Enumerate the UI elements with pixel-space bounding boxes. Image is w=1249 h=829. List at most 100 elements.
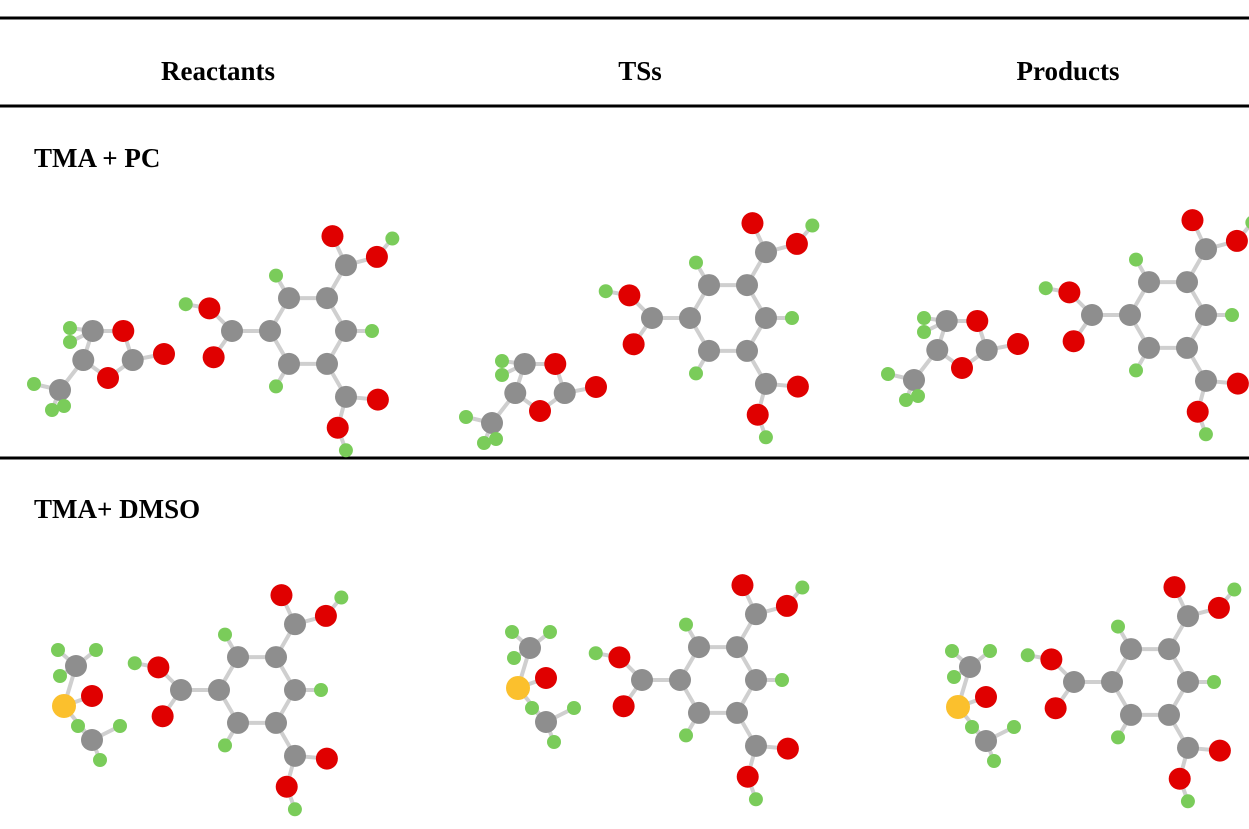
atom [917,311,931,325]
atom [477,436,491,450]
atom [1195,304,1217,326]
atom [1195,370,1217,392]
atom [881,367,895,381]
atom [49,379,71,401]
atom [489,432,503,446]
atom [966,310,988,332]
atom [777,738,799,760]
atom [81,685,103,707]
atom [335,254,357,276]
atom [1063,330,1085,352]
atom [1101,671,1123,693]
atom [481,412,503,434]
atom [1209,740,1231,762]
atom [321,225,343,247]
atom [983,644,997,658]
atom [554,382,576,404]
atom [759,430,773,444]
atom [495,368,509,382]
atom [203,346,225,368]
atom [152,705,174,727]
atom [641,307,663,329]
atom [1163,576,1185,598]
atom [288,802,302,816]
atom [787,376,809,398]
atom [72,349,94,371]
atom [1040,648,1062,670]
atom [1021,648,1035,662]
atom [278,287,300,309]
atom [221,320,243,342]
atom [959,656,981,678]
atom [367,389,389,411]
atom [926,339,948,361]
atom [1081,304,1103,326]
atom [631,669,653,691]
atom [365,324,379,338]
atom [269,269,283,283]
atom [314,683,328,697]
atom [745,735,767,757]
atom [1181,794,1195,808]
atom [618,284,640,306]
atom [731,574,753,596]
atom [975,730,997,752]
atom [1120,638,1142,660]
atom [316,748,338,770]
atom [147,656,169,678]
row-label: TMA + PC [34,143,160,173]
atom [535,667,557,689]
atom [1208,597,1230,619]
atom [688,702,710,724]
atom [65,655,87,677]
atom [227,712,249,734]
atom [726,636,748,658]
atom [507,651,521,665]
atom [97,367,119,389]
atom [544,353,566,375]
atom [334,591,348,605]
atom [128,656,142,670]
atom [315,605,337,627]
atom [1129,253,1143,267]
atom [965,720,979,734]
atom [567,701,581,715]
atom [506,676,530,700]
atom [1138,271,1160,293]
atom [227,646,249,668]
atom [917,325,931,339]
atom [269,379,283,393]
atom [284,745,306,767]
atom [53,669,67,683]
atom [589,646,603,660]
atom [623,333,645,355]
atom [1195,238,1217,260]
atom [265,712,287,734]
atom [795,581,809,595]
atom [1120,704,1142,726]
molecule [27,320,175,417]
atom [786,233,808,255]
atom [745,669,767,691]
atom [259,320,281,342]
molecule [945,644,1021,768]
atom [339,443,353,457]
atom [63,335,77,349]
atom [81,729,103,751]
atom [899,393,913,407]
atom [745,603,767,625]
atom [529,400,551,422]
atom [755,307,777,329]
atom [976,339,998,361]
atom [1187,401,1209,423]
atom [688,636,710,658]
molecule [459,353,607,450]
atom [153,343,175,365]
atom [543,625,557,639]
atom [82,320,104,342]
atom [1138,337,1160,359]
atom [1227,373,1249,395]
atom [613,695,635,717]
molecule [179,225,400,457]
molecule [1021,576,1242,808]
